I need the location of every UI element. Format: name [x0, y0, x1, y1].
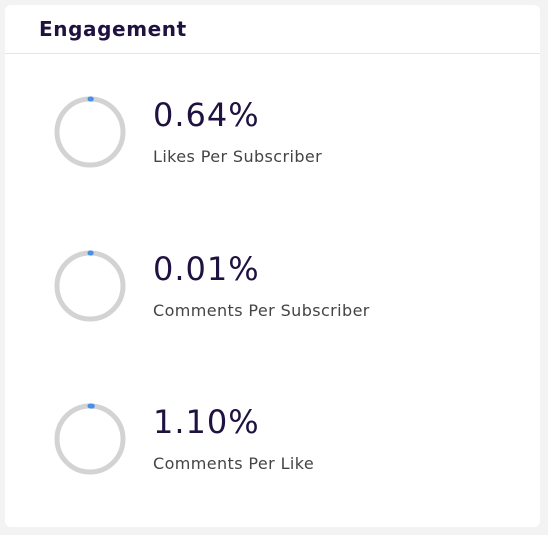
ring-track — [54, 96, 126, 168]
engagement-card: Engagement 0.64% Likes Per Subscriber 0.… — [5, 5, 540, 527]
metric-value: 0.64% — [153, 96, 260, 134]
metric-value: 0.01% — [153, 250, 260, 288]
metric-comments-per-like: 1.10% Comments Per Like — [53, 402, 523, 482]
metric-label: Comments Per Like — [153, 454, 315, 473]
ring-track — [54, 403, 126, 475]
metric-likes-per-subscriber: 0.64% Likes Per Subscriber — [53, 95, 523, 175]
ring-progress — [54, 250, 126, 322]
metric-label: Likes Per Subscriber — [153, 147, 323, 166]
ring-track — [54, 250, 126, 322]
ring-progress — [54, 96, 126, 168]
progress-ring — [54, 250, 126, 322]
progress-ring — [54, 96, 126, 168]
card-header: Engagement — [5, 5, 540, 54]
metric-value: 1.10% — [153, 403, 260, 441]
metric-comments-per-subscriber: 0.01% Comments Per Subscriber — [53, 249, 523, 329]
card-title: Engagement — [39, 17, 187, 41]
progress-ring — [54, 403, 126, 475]
ring-progress — [54, 403, 126, 475]
metric-label: Comments Per Subscriber — [153, 301, 370, 320]
